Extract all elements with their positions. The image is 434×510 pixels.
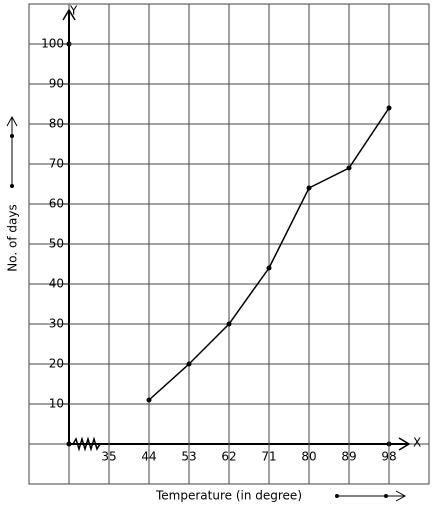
x-tick-label: 98: [381, 450, 396, 464]
data-point: [346, 165, 352, 171]
y-arrow: [62, 8, 76, 21]
x-axis-label: Temperature (in degree): [155, 489, 302, 503]
decor: [384, 494, 388, 498]
x-arrow: [398, 437, 411, 451]
x-tick-label: 62: [221, 450, 236, 464]
axis-break: [72, 436, 101, 452]
y-tick-label: 60: [49, 197, 64, 211]
y-tick-label: 50: [49, 237, 64, 251]
x-tick-label: 44: [141, 450, 156, 464]
x-axis-name: X: [413, 436, 421, 450]
y-tick-label: 40: [49, 277, 64, 291]
data-point: [226, 321, 232, 327]
decor: [10, 134, 14, 138]
x-tick-label: 89: [341, 450, 356, 464]
x-tick-label: 80: [301, 450, 316, 464]
data-point: [146, 397, 152, 403]
y-axis-label: No. of days: [6, 204, 20, 271]
decor: [10, 184, 14, 188]
decor: [335, 494, 339, 498]
y-tick-label: 20: [49, 357, 64, 371]
y-tick-label: 10: [49, 397, 64, 411]
x-tick-label: 71: [261, 450, 276, 464]
data-point: [306, 185, 312, 191]
y-tick-label: 70: [49, 157, 64, 171]
data-point: [186, 361, 192, 367]
x-tick-label: 53: [181, 450, 196, 464]
dot: [66, 441, 72, 447]
decor: [6, 115, 18, 127]
data-point: [386, 105, 392, 111]
y-tick-label: 100: [41, 37, 64, 51]
y-axis-name: Y: [69, 4, 78, 18]
x-tick-label: 35: [101, 450, 116, 464]
data-point: [266, 265, 272, 271]
decor: [395, 490, 407, 502]
y-tick-label: 30: [49, 317, 64, 331]
y-tick-label: 80: [49, 117, 64, 131]
y-tick-label: 90: [49, 77, 64, 91]
